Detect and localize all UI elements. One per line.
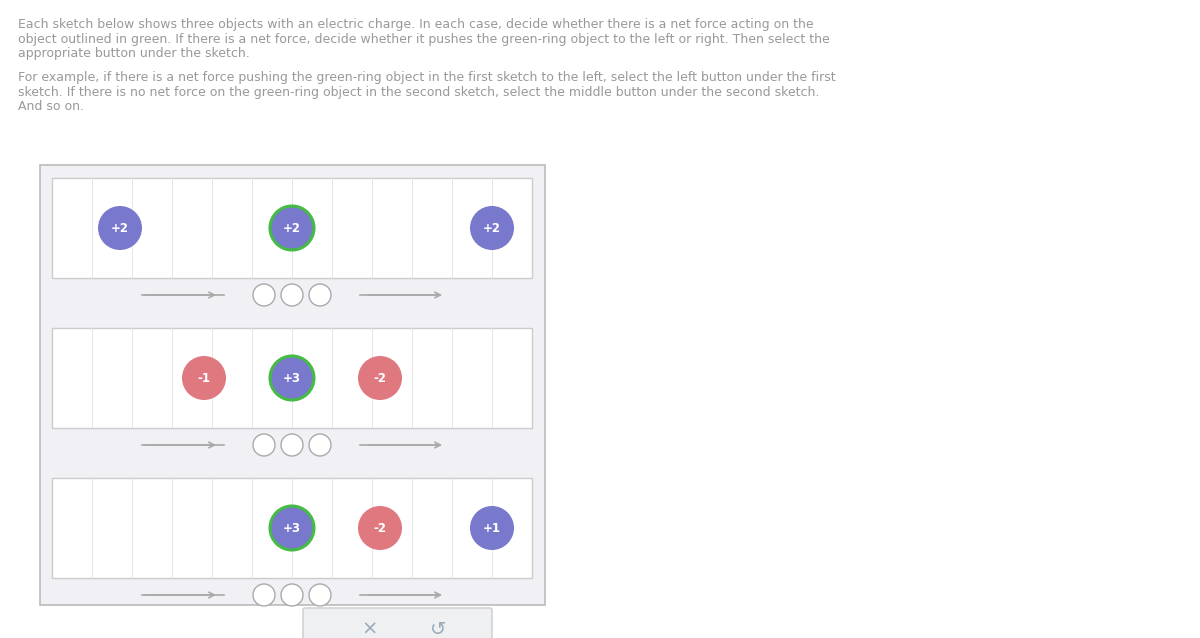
FancyBboxPatch shape bbox=[52, 328, 532, 428]
Circle shape bbox=[253, 584, 275, 606]
Text: ↺: ↺ bbox=[430, 619, 446, 638]
Circle shape bbox=[270, 356, 314, 400]
Text: ×: × bbox=[361, 619, 378, 638]
FancyBboxPatch shape bbox=[52, 478, 532, 578]
Circle shape bbox=[182, 356, 226, 400]
Text: +2: +2 bbox=[482, 221, 502, 235]
Circle shape bbox=[310, 284, 331, 306]
Circle shape bbox=[253, 434, 275, 456]
Text: Each sketch below shows three objects with an electric charge. In each case, dec: Each sketch below shows three objects wi… bbox=[18, 18, 814, 31]
Circle shape bbox=[358, 356, 402, 400]
Text: +3: +3 bbox=[283, 521, 301, 535]
Circle shape bbox=[281, 284, 302, 306]
Circle shape bbox=[358, 506, 402, 550]
Text: -1: -1 bbox=[198, 371, 210, 385]
Text: For example, if there is a net force pushing the green-ring object in the first : For example, if there is a net force pus… bbox=[18, 71, 835, 84]
Circle shape bbox=[310, 434, 331, 456]
Circle shape bbox=[270, 506, 314, 550]
Text: +2: +2 bbox=[112, 221, 130, 235]
FancyBboxPatch shape bbox=[40, 165, 545, 605]
Text: -2: -2 bbox=[373, 371, 386, 385]
Circle shape bbox=[281, 584, 302, 606]
Text: +1: +1 bbox=[482, 521, 502, 535]
FancyBboxPatch shape bbox=[302, 608, 492, 638]
Circle shape bbox=[253, 284, 275, 306]
Text: +2: +2 bbox=[283, 221, 301, 235]
Text: appropriate button under the sketch.: appropriate button under the sketch. bbox=[18, 47, 250, 60]
Text: -2: -2 bbox=[373, 521, 386, 535]
Text: +3: +3 bbox=[283, 371, 301, 385]
Circle shape bbox=[98, 206, 142, 250]
Text: And so on.: And so on. bbox=[18, 101, 84, 114]
Text: sketch. If there is no net force on the green-ring object in the second sketch, : sketch. If there is no net force on the … bbox=[18, 86, 820, 99]
Circle shape bbox=[270, 206, 314, 250]
Circle shape bbox=[470, 206, 514, 250]
Text: object outlined in green. If there is a net force, decide whether it pushes the : object outlined in green. If there is a … bbox=[18, 33, 829, 45]
FancyBboxPatch shape bbox=[52, 178, 532, 278]
Circle shape bbox=[310, 584, 331, 606]
Circle shape bbox=[470, 506, 514, 550]
Circle shape bbox=[281, 434, 302, 456]
